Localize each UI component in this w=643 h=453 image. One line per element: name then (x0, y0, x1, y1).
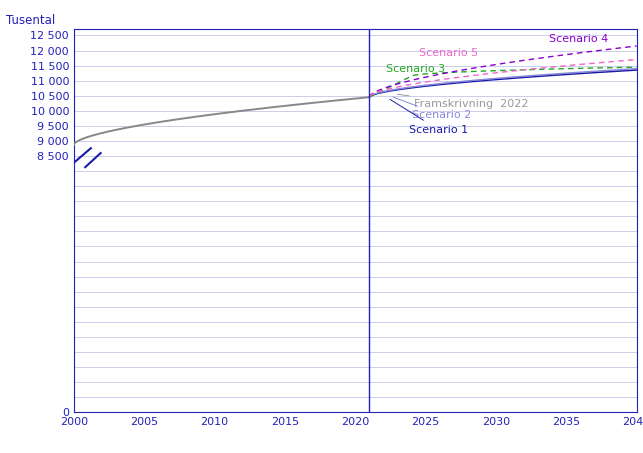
Text: Scenario 3: Scenario 3 (386, 64, 446, 74)
Text: Tusental: Tusental (6, 14, 56, 27)
Text: Scenario 4: Scenario 4 (549, 34, 609, 43)
Text: Framskrivning  2022: Framskrivning 2022 (397, 94, 529, 109)
Text: Scenario 5: Scenario 5 (419, 48, 478, 58)
Text: Scenario 2: Scenario 2 (393, 97, 471, 120)
Text: Scenario 1: Scenario 1 (390, 99, 468, 135)
